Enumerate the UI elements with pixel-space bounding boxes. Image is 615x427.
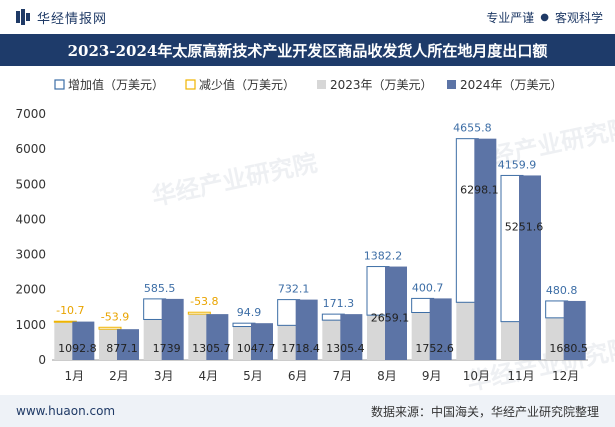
value-label-2024: 2659.1: [371, 312, 410, 325]
bar-2024: [385, 266, 407, 360]
value-label-2024: 1092.8: [58, 342, 97, 355]
legend-swatch: [54, 79, 65, 90]
value-label-2024: 1305.4: [326, 342, 365, 355]
site-url[interactable]: www.huaon.com: [16, 404, 116, 418]
huajing-logo-icon: [16, 9, 30, 25]
bar-2023: [545, 317, 568, 360]
bar-2023: [188, 312, 211, 360]
x-tick-label: 3月: [154, 369, 174, 383]
tagline-left: 专业严谨: [486, 10, 535, 25]
change-label: -53.8: [190, 295, 218, 308]
bar-2023: [233, 326, 255, 360]
x-tick-label: 5月: [243, 369, 263, 383]
bottom-bar: www.huaon.com 数据来源：中国海关，华经产业研究院整理: [0, 395, 615, 427]
value-label-2024: 1047.7: [237, 342, 276, 355]
value-label-2024: 1680.5: [549, 342, 588, 355]
bar-2023: [143, 319, 166, 360]
value-label-2024: 1718.4: [281, 342, 320, 355]
brand[interactable]: 华经情报网: [16, 8, 107, 27]
y-tick-label: 5000: [15, 177, 46, 191]
tagline: 专业严谨 ● 客观科学: [486, 9, 603, 26]
chart-title: 2023-2024年太原高新技术产业开发区商品收发货人所在地月度出口额: [67, 41, 548, 60]
value-label-2024: 1752.6: [415, 342, 454, 355]
change-label: -53.9: [101, 310, 129, 323]
change-label: 171.3: [323, 297, 355, 310]
change-label: 1382.2: [364, 250, 403, 263]
bar-2024: [474, 138, 497, 360]
bar-2024: [251, 323, 273, 360]
bar-2023: [411, 312, 434, 360]
data-source: 数据来源：中国海关，华经产业研究院整理: [370, 404, 599, 419]
x-tick-label: 8月: [377, 369, 397, 383]
change-label: 4159.9: [498, 158, 537, 171]
bar-2024: [519, 175, 541, 360]
bar-2024: [340, 314, 363, 360]
x-tick-label: 11月: [507, 369, 534, 383]
bar-2023: [456, 302, 479, 360]
y-tick-label: 6000: [15, 142, 46, 156]
value-label-2024: 5251.6: [505, 220, 544, 233]
tagline-right: 客观科学: [554, 10, 603, 25]
y-tick-label: 7000: [15, 107, 46, 121]
legend-swatch: [447, 80, 456, 89]
y-tick-label: 4000: [15, 212, 46, 226]
value-label-2024: 877.1: [106, 342, 138, 355]
decrease-box: [98, 326, 122, 330]
change-label: 400.7: [412, 281, 444, 294]
change-label: 94.9: [237, 306, 262, 319]
change-label: 4655.8: [453, 122, 492, 135]
x-tick-label: 1月: [65, 369, 85, 383]
bar-2024: [429, 298, 452, 360]
change-label: 585.5: [144, 282, 176, 295]
decrease-box: [187, 311, 211, 315]
legend-label: 增加值（万美元）: [68, 77, 164, 92]
bar-2023: [501, 321, 523, 360]
y-tick-label: 1000: [15, 318, 46, 332]
x-tick-label: 7月: [333, 369, 353, 383]
brand-name: 华经情报网: [37, 11, 108, 27]
x-tick-label: 2月: [109, 369, 129, 383]
bar-2024: [295, 299, 318, 360]
value-label-2024: 1305.7: [192, 342, 231, 355]
bar-2023: [367, 315, 389, 360]
bar-2024: [117, 329, 139, 360]
value-label-2024: 6298.1: [460, 184, 499, 197]
bar-2024: [206, 314, 229, 360]
bar-2024: [563, 300, 586, 360]
bar-2023: [99, 327, 121, 360]
bar-2023: [54, 321, 77, 360]
tagline-separator: ●: [540, 11, 549, 23]
x-tick-label: 9月: [422, 369, 442, 383]
value-label-2024: 1739: [153, 342, 181, 355]
legend-label: 2023年（万美元）: [330, 78, 433, 92]
legend-swatch: [317, 80, 326, 89]
bar-2024: [161, 298, 184, 360]
bar-2024: [72, 321, 95, 360]
x-tick-label: 10月: [463, 369, 490, 383]
x-tick-label: 12月: [552, 369, 579, 383]
chart-title-bar: 2023-2024年太原高新技术产业开发区商品收发货人所在地月度出口额: [0, 34, 615, 66]
bar-2023: [322, 320, 345, 360]
legend-swatch: [185, 79, 196, 90]
y-tick-label: 2000: [15, 283, 46, 297]
change-label: -10.7: [56, 304, 84, 317]
y-tick-label: 0: [38, 353, 46, 367]
legend-label: 2024年（万美元）: [460, 78, 563, 92]
y-tick-label: 3000: [15, 248, 46, 262]
legend-label: 减少值（万美元）: [199, 77, 295, 92]
change-label: 732.1: [278, 283, 310, 296]
bar-2023: [277, 325, 300, 360]
x-tick-label: 4月: [199, 369, 219, 383]
change-label: 480.8: [546, 284, 578, 297]
x-tick-label: 6月: [288, 369, 308, 383]
